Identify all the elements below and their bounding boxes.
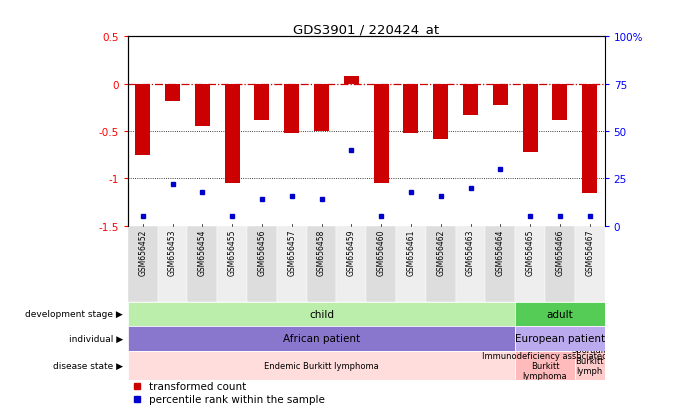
Bar xyxy=(128,226,158,302)
Text: GSM656466: GSM656466 xyxy=(556,229,565,275)
Bar xyxy=(165,85,180,102)
Text: Sporadic
Burkitt
lymph
oma: Sporadic Burkitt lymph oma xyxy=(571,346,608,386)
Text: individual ▶: individual ▶ xyxy=(69,334,123,343)
Bar xyxy=(575,351,605,380)
Text: GSM656452: GSM656452 xyxy=(138,229,147,275)
Bar xyxy=(307,226,337,302)
Bar xyxy=(247,226,277,302)
Bar xyxy=(396,226,426,302)
Bar xyxy=(284,85,299,134)
Bar xyxy=(187,226,217,302)
Bar xyxy=(463,85,478,116)
Bar xyxy=(158,226,187,302)
Text: percentile rank within the sample: percentile rank within the sample xyxy=(149,394,325,404)
Text: GSM656458: GSM656458 xyxy=(317,229,326,275)
Bar xyxy=(217,226,247,302)
Bar xyxy=(522,85,538,152)
Text: GSM656460: GSM656460 xyxy=(377,229,386,275)
Text: development stage ▶: development stage ▶ xyxy=(26,310,123,319)
Bar xyxy=(374,85,388,184)
Text: European patient: European patient xyxy=(515,334,605,344)
Bar xyxy=(493,85,508,105)
Bar xyxy=(337,226,366,302)
Bar xyxy=(135,85,150,155)
Text: GSM656459: GSM656459 xyxy=(347,229,356,275)
Text: GSM656461: GSM656461 xyxy=(406,229,415,275)
Text: Endemic Burkitt lymphoma: Endemic Burkitt lymphoma xyxy=(264,361,379,370)
Bar xyxy=(545,226,575,302)
Bar xyxy=(254,85,269,121)
Bar xyxy=(314,85,329,132)
Bar xyxy=(455,226,485,302)
Text: disease state ▶: disease state ▶ xyxy=(53,361,123,370)
Text: adult: adult xyxy=(547,309,574,319)
Bar xyxy=(128,326,515,351)
Text: GSM656467: GSM656467 xyxy=(585,229,594,275)
Bar xyxy=(225,85,240,184)
Bar xyxy=(366,226,396,302)
Bar xyxy=(128,302,515,326)
Bar xyxy=(515,326,605,351)
Bar xyxy=(515,226,545,302)
Title: GDS3901 / 220424_at: GDS3901 / 220424_at xyxy=(293,23,439,36)
Text: African patient: African patient xyxy=(283,334,360,344)
Text: GSM656457: GSM656457 xyxy=(287,229,296,275)
Bar xyxy=(404,85,418,134)
Bar xyxy=(277,226,307,302)
Bar xyxy=(575,226,605,302)
Bar xyxy=(426,226,455,302)
Bar xyxy=(553,85,567,121)
Text: GSM656462: GSM656462 xyxy=(436,229,445,275)
Text: GSM656455: GSM656455 xyxy=(227,229,236,275)
Bar xyxy=(344,77,359,85)
Text: GSM656463: GSM656463 xyxy=(466,229,475,275)
Text: GSM656453: GSM656453 xyxy=(168,229,177,275)
Text: GSM656456: GSM656456 xyxy=(258,229,267,275)
Text: GSM656465: GSM656465 xyxy=(526,229,535,275)
Text: Immunodeficiency associated
Burkitt
lymphoma: Immunodeficiency associated Burkitt lymp… xyxy=(482,351,608,380)
Text: GSM656454: GSM656454 xyxy=(198,229,207,275)
Text: GSM656464: GSM656464 xyxy=(496,229,505,275)
Text: transformed count: transformed count xyxy=(149,381,247,391)
Bar xyxy=(485,226,515,302)
Text: child: child xyxy=(309,309,334,319)
Bar xyxy=(515,351,575,380)
Bar xyxy=(515,302,605,326)
Bar xyxy=(433,85,448,139)
Bar xyxy=(128,351,515,380)
Bar xyxy=(583,85,597,193)
Bar xyxy=(195,85,210,127)
